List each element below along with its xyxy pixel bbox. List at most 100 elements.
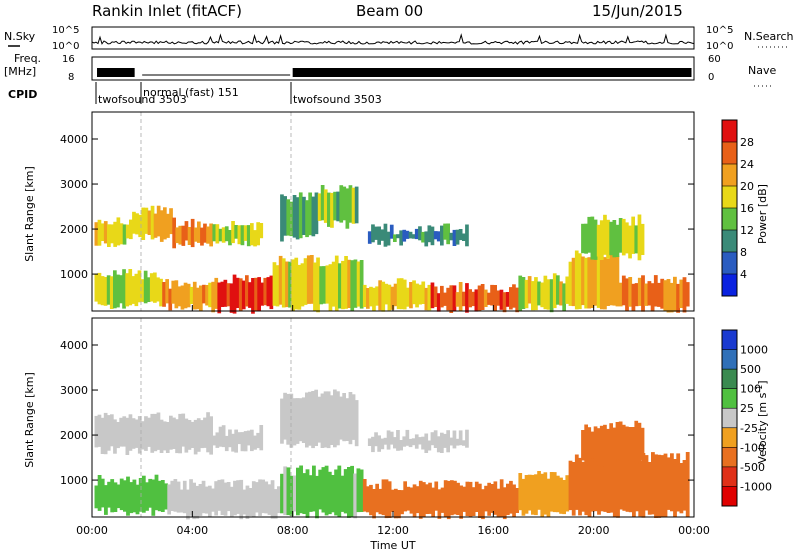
- data-cell: [339, 396, 343, 440]
- power-cbar-tick-label: 28: [740, 136, 754, 149]
- data-cell: [283, 196, 287, 236]
- data-cell: [110, 479, 115, 513]
- data-cell: [316, 257, 320, 313]
- data-cell: [137, 270, 142, 303]
- data-cell: [334, 469, 338, 516]
- data-cell: [418, 226, 422, 241]
- data-cell: [644, 455, 649, 511]
- data-cell: [234, 225, 238, 239]
- vel-cbar-swatch: [722, 466, 737, 487]
- power-cbar-tick-label: 24: [740, 158, 754, 171]
- data-cell: [331, 475, 335, 513]
- data-cell: [493, 481, 498, 515]
- data-cell: [418, 284, 422, 305]
- vel-cbar-tick-label: 100: [740, 383, 761, 396]
- data-cell: [110, 414, 114, 447]
- data-cell: [679, 463, 684, 514]
- data-cell: [253, 230, 257, 247]
- data-cell: [465, 224, 469, 247]
- nsky-right-tick-bottom: 10^0: [706, 41, 733, 52]
- power-cbar-swatch: [722, 274, 737, 297]
- data-cell: [616, 457, 620, 518]
- data-cell: [366, 288, 370, 309]
- data-cell: [172, 217, 176, 249]
- data-cell: [345, 398, 350, 441]
- data-cell: [203, 417, 207, 448]
- data-cell: [496, 290, 501, 306]
- data-cell: [348, 392, 353, 445]
- data-cell: [615, 224, 620, 257]
- data-cell: [408, 438, 413, 448]
- data-cell: [308, 391, 312, 446]
- data-cell: [331, 261, 336, 307]
- data-cell: [223, 279, 228, 307]
- power-cbar-swatch: [722, 186, 737, 209]
- data-cell: [283, 392, 287, 440]
- data-cell: [232, 274, 237, 314]
- data-cell: [240, 225, 245, 246]
- data-cell: [321, 467, 326, 513]
- power-cbar-swatch: [722, 252, 737, 275]
- data-cell: [637, 422, 642, 462]
- data-cell: [440, 285, 444, 308]
- vel-cbar-swatch: [722, 447, 737, 468]
- data-cell: [546, 279, 551, 310]
- data-cell: [375, 483, 379, 513]
- data-cell: [430, 226, 435, 246]
- data-cell: [552, 273, 557, 309]
- data-cell: [228, 230, 232, 246]
- data-cell: [196, 418, 201, 452]
- data-cell: [446, 223, 450, 245]
- data-cell: [162, 421, 167, 451]
- data-cell: [212, 224, 217, 242]
- data-cell: [484, 485, 488, 512]
- data-cell: [168, 288, 173, 311]
- data-cell: [223, 482, 228, 516]
- data-cell: [562, 480, 566, 515]
- data-cell: [327, 192, 331, 227]
- data-cell: [499, 479, 504, 518]
- data-cell: [150, 205, 155, 240]
- data-cell: [106, 415, 111, 451]
- data-cell: [138, 214, 142, 238]
- data-cell: [303, 258, 308, 305]
- data-cell: [455, 292, 460, 307]
- data-cell: [366, 486, 370, 513]
- data-cell: [452, 430, 457, 449]
- data-cell: [97, 272, 102, 305]
- data-cell: [455, 229, 460, 245]
- data-cell: [427, 225, 432, 243]
- x-tick-labels: 00:00 04:00 08:00 12:00 16:00 20:00 00:00: [76, 524, 710, 537]
- data-cell: [186, 283, 191, 308]
- data-cell: [637, 277, 642, 306]
- data-cell: [351, 394, 356, 440]
- data-cell: [317, 193, 322, 221]
- data-cell: [308, 475, 313, 512]
- data-cell: [184, 418, 189, 453]
- data-cell: [402, 436, 407, 447]
- data-cell: [666, 279, 671, 313]
- data-cell: [269, 275, 274, 310]
- data-cell: [128, 269, 133, 306]
- data-cell: [206, 226, 210, 244]
- cpid-label-1: twofsound 3503: [98, 93, 187, 106]
- data-cell: [183, 282, 188, 309]
- data-cell: [209, 223, 213, 247]
- data-cell: [280, 194, 284, 242]
- data-cell: [328, 264, 333, 311]
- data-cell: [682, 277, 687, 313]
- data-cell: [104, 485, 108, 515]
- data-cell: [318, 469, 323, 510]
- nave-label: Nave: [748, 64, 776, 77]
- data-cell: [248, 282, 252, 308]
- data-cell: [446, 480, 451, 520]
- data-cell: [123, 480, 127, 512]
- freq-label: Freq.: [14, 52, 41, 65]
- data-cell: [428, 482, 432, 514]
- data-cell: [175, 227, 180, 244]
- freq-tick-top: 16: [62, 54, 75, 65]
- data-cell: [103, 221, 108, 244]
- data-cell: [603, 214, 607, 255]
- data-cell: [670, 453, 674, 512]
- data-cell: [217, 282, 222, 314]
